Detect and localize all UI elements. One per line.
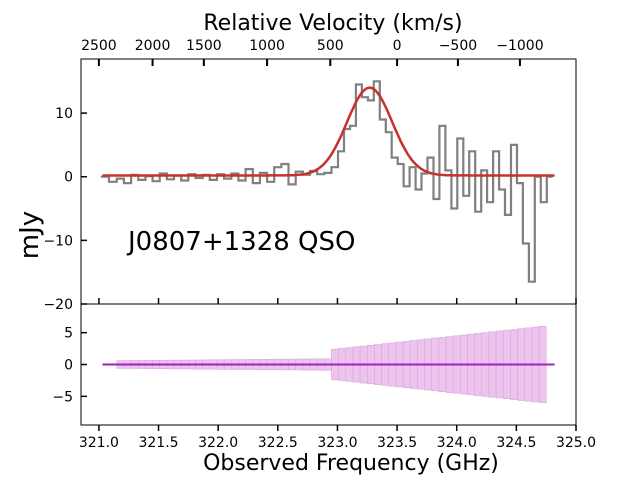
y-axis-label: mJy — [15, 211, 45, 259]
bottom-panel: −5 0 5 321.0 321.5 322.0 322.5 323.0 323.5 324.0… — [52, 303, 596, 476]
freq-tick-label: 324.5 — [496, 435, 536, 451]
velocity-tick-label: 500 — [317, 38, 344, 54]
top-y-ticks: −20 −10 0 10 — [43, 106, 87, 313]
gaussian-fit-line — [102, 86, 555, 177]
velocity-tick-label: −1000 — [496, 38, 543, 54]
gaussian-fit-series — [102, 86, 555, 177]
top-axis-title: Relative Velocity (km/s) — [203, 11, 462, 36]
top-y-tick-label: −10 — [43, 233, 73, 249]
spectrum-series — [100, 80, 553, 283]
top-y-tick-label: −20 — [43, 297, 73, 313]
velocity-tick-label: 1000 — [249, 38, 285, 54]
bottom-y-tick-label: −5 — [52, 389, 73, 405]
velocity-tick-label: −500 — [439, 38, 477, 54]
velocity-tick-label: 1500 — [186, 38, 222, 54]
bottom-y-ticks: −5 0 5 — [52, 326, 87, 405]
bottom-y-tick-label: 0 — [64, 358, 73, 374]
x-axis-label: Observed Frequency (GHz) — [203, 451, 499, 476]
source-annotation: J0807+1328 QSO — [126, 227, 356, 257]
velocity-tick-label: 0 — [393, 38, 402, 54]
freq-tick-label: 321.0 — [79, 435, 119, 451]
freq-tick-label: 323.5 — [377, 435, 417, 451]
freq-tick-label: 323.0 — [317, 435, 357, 451]
top-y-tick-label: 10 — [55, 106, 73, 122]
freq-tick-label: 322.0 — [198, 435, 238, 451]
top-y-tick-label: 0 — [64, 170, 73, 186]
freq-tick-label: 321.5 — [138, 435, 178, 451]
freq-tick-label: 325.0 — [556, 435, 596, 451]
top-velocity-ticks: 2500 2000 1500 1000 500 0 −500 −1000 — [81, 38, 577, 304]
spectrum-step-line — [100, 80, 553, 283]
frequency-x-ticks: 321.0 321.5 322.0 322.5 323.0 323.5 324.0 324.5… — [79, 425, 596, 451]
bottom-y-tick-label: 5 — [64, 326, 73, 342]
freq-tick-label: 322.5 — [258, 435, 298, 451]
freq-tick-label: 324.0 — [437, 435, 477, 451]
velocity-tick-label: 2500 — [81, 38, 117, 54]
velocity-tick-label: 2000 — [135, 38, 171, 54]
